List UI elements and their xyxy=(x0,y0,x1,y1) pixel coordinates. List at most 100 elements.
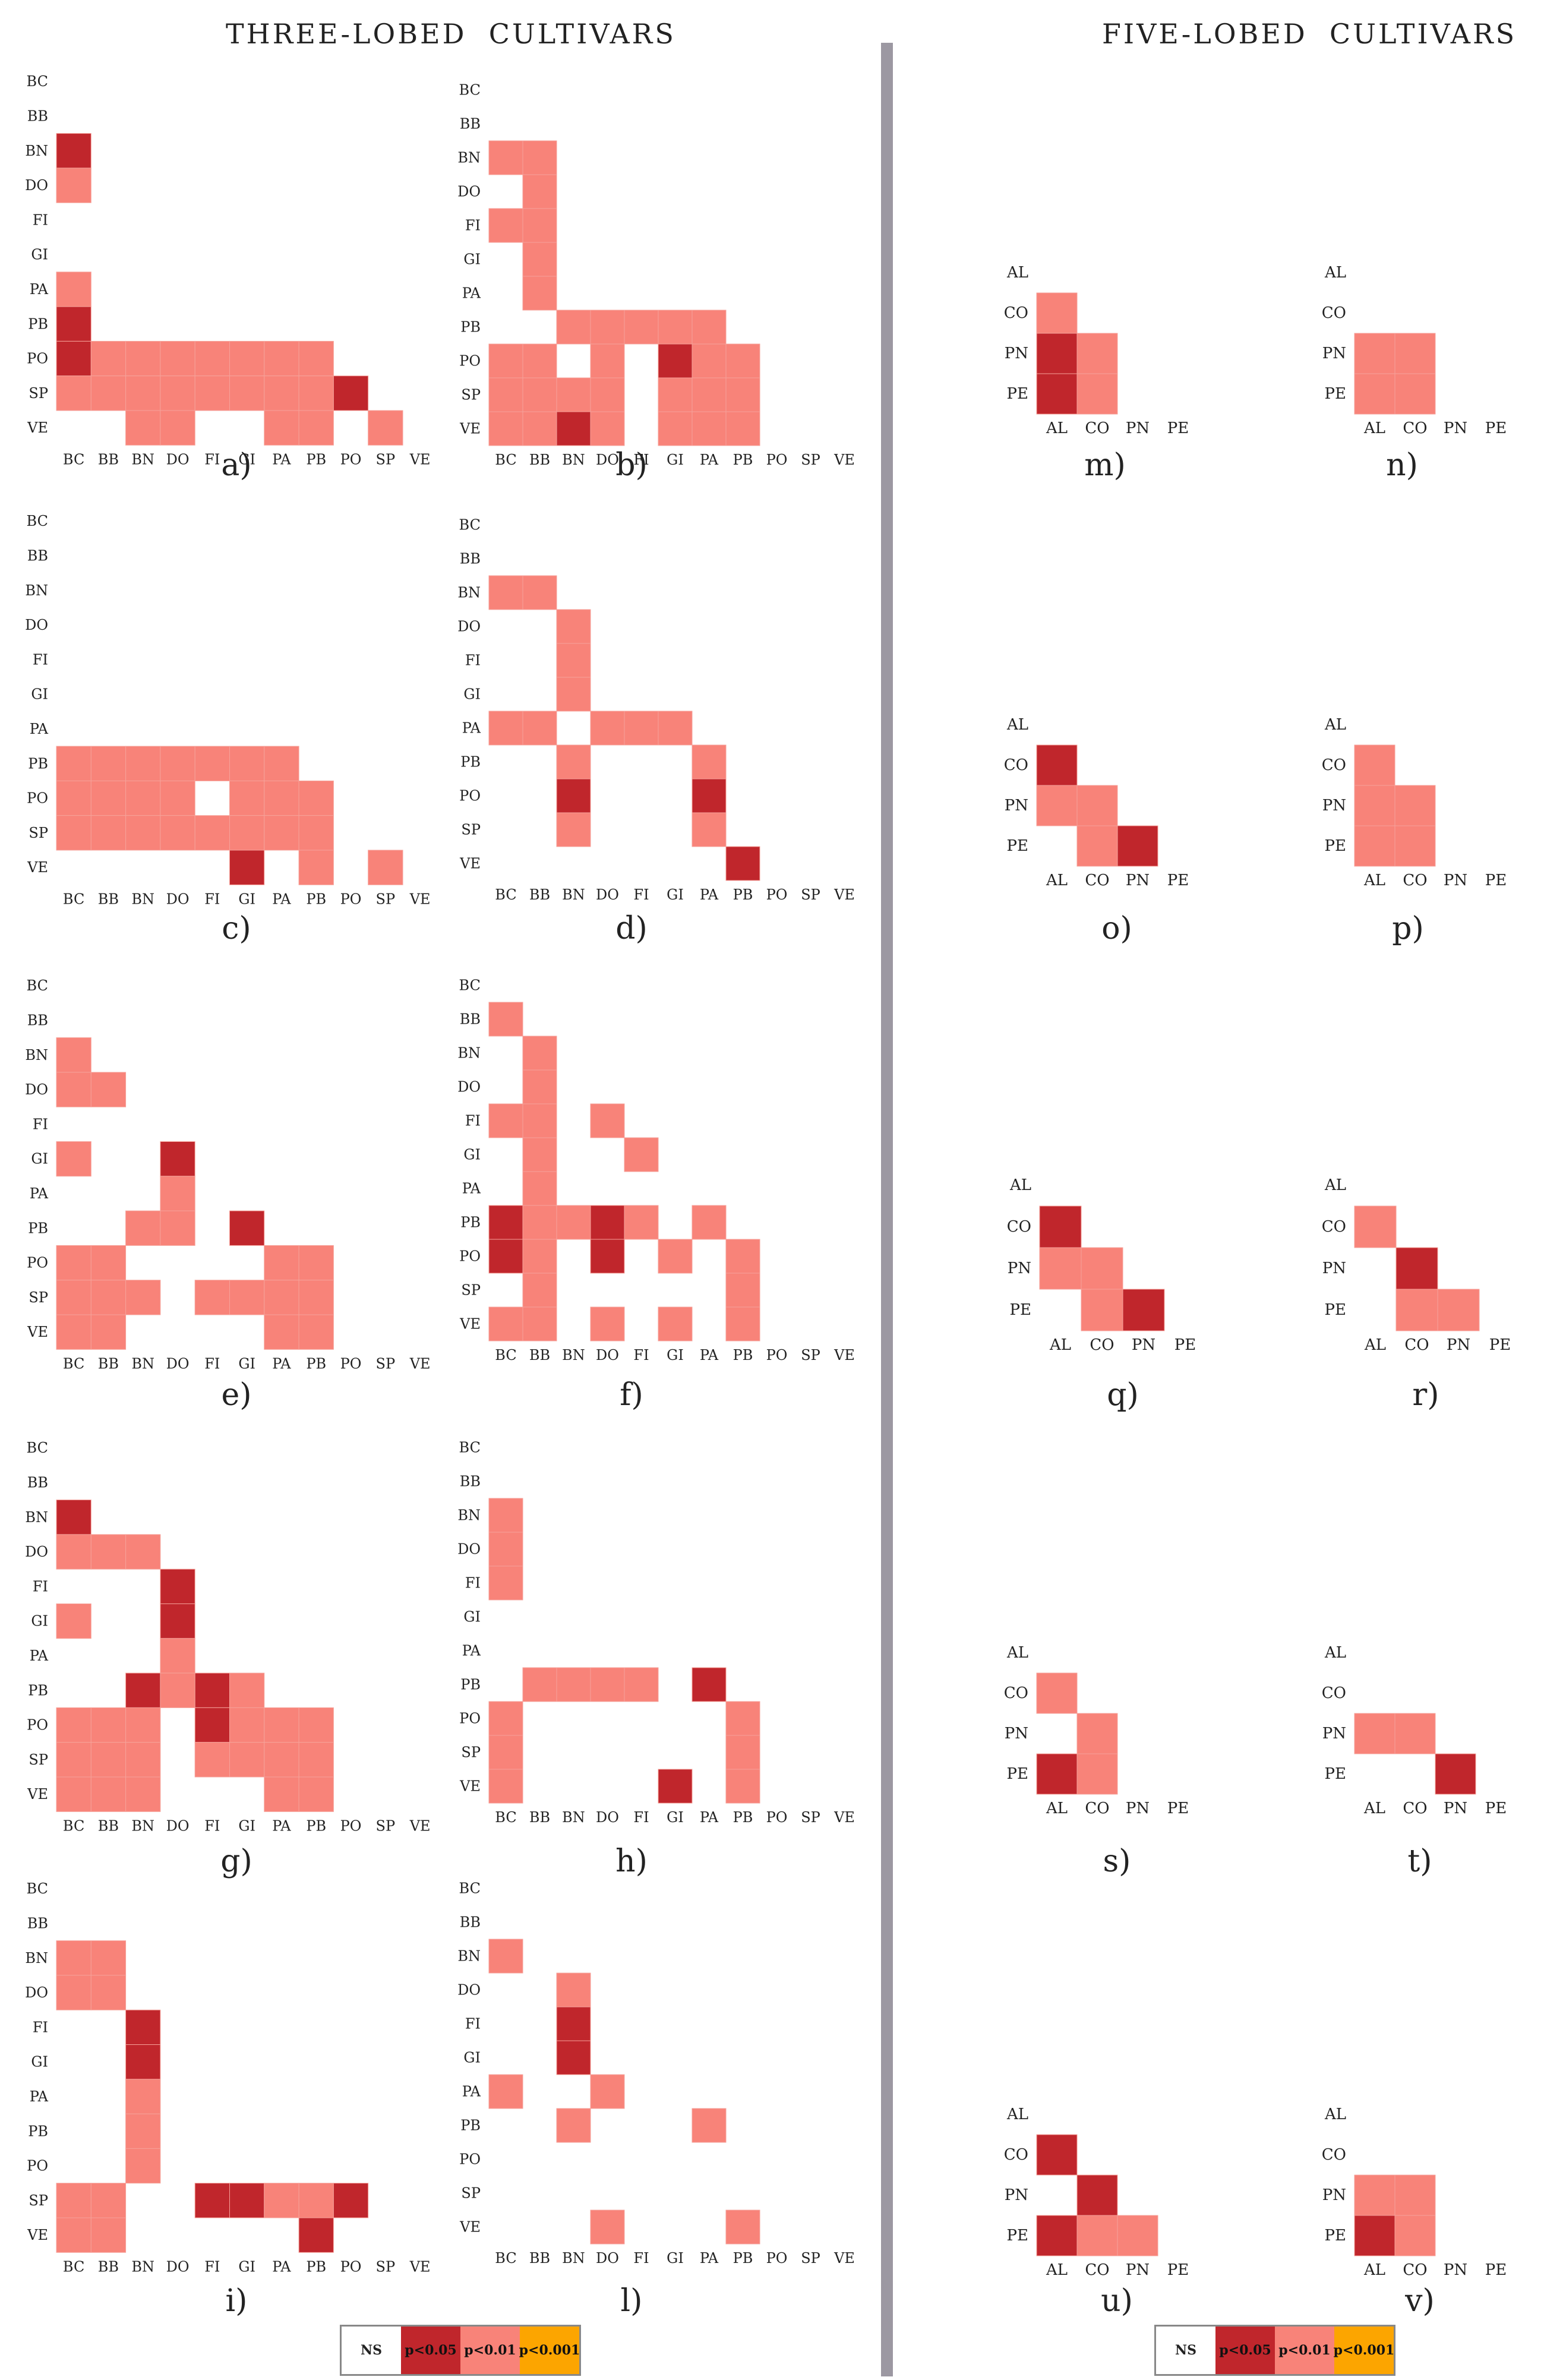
row-label-co: CO xyxy=(1004,304,1028,322)
col-label-bn: BN xyxy=(562,452,585,468)
legend-p01: p<0.01 xyxy=(1275,2327,1334,2374)
row-label-do: DO xyxy=(457,184,481,200)
cell-fi-bn xyxy=(556,643,591,678)
col-label-pb: PB xyxy=(306,1817,326,1834)
cell-ve-bn xyxy=(125,1776,161,1812)
cell-sp-fi xyxy=(194,375,231,411)
col-label-po: PO xyxy=(340,1817,362,1834)
col-label-pb: PB xyxy=(733,1347,753,1363)
row-label-sp: SP xyxy=(461,822,481,838)
cell-pb-pa xyxy=(692,310,727,345)
cell-ve-do xyxy=(160,410,195,446)
cell-do-bn xyxy=(556,1972,591,2007)
row-label-pe: PE xyxy=(1325,385,1346,403)
col-label-bb: BB xyxy=(529,886,550,903)
col-label-bn: BN xyxy=(131,2258,154,2275)
row-label-pa: PA xyxy=(30,721,49,737)
row-label-pb: PB xyxy=(460,754,481,771)
col-label-po: PO xyxy=(766,1809,788,1826)
cell-pe-al xyxy=(1036,373,1078,415)
cell-pb-bn xyxy=(556,310,591,345)
col-label-co: CO xyxy=(1403,419,1427,437)
cell-pe-co xyxy=(1394,373,1436,415)
caption-t: t) xyxy=(1407,1844,1432,1879)
cell-po-bb xyxy=(90,1707,127,1743)
row-label-do: DO xyxy=(25,617,48,633)
cell-sp-bn xyxy=(125,375,161,411)
row-label-pn: PN xyxy=(1005,2186,1028,2204)
row-label-po: PO xyxy=(459,2151,481,2168)
col-label-bc: BC xyxy=(495,2250,516,2267)
heatmap-s: AL CO PN PE AL CO PN PE s) xyxy=(1004,1644,1189,1879)
legend-p05: p<0.05 xyxy=(1215,2327,1275,2374)
col-label-al: AL xyxy=(1363,1800,1385,1817)
row-label-gi: GI xyxy=(463,1609,481,1625)
five-lobed-title: FIVE-LOBED CULTIVARS xyxy=(1102,18,1517,50)
row-label-bc: BC xyxy=(27,1880,48,1897)
cell-sp-pa xyxy=(264,2183,299,2218)
row-label-ve: VE xyxy=(459,1778,481,1795)
cell-bn-bb xyxy=(90,1940,127,1976)
row-label-pn: PN xyxy=(1322,1260,1346,1277)
col-label-do: DO xyxy=(596,452,619,468)
col-label-al: AL xyxy=(1046,2261,1068,2279)
cell-pn-al xyxy=(1036,785,1078,826)
cell-sp-gi xyxy=(229,1280,265,1315)
row-label-pn: PN xyxy=(1322,345,1346,362)
col-label-fi: FI xyxy=(204,891,220,907)
col-label-pn: PN xyxy=(1126,2261,1150,2279)
cell-pa-bn xyxy=(125,2079,161,2114)
col-label-po: PO xyxy=(340,1355,362,1372)
heatmap-l: BC BB BN DO FI GI PA PB PO SP VE BC BB BN DO FI GI PA PB PO… xyxy=(457,1880,855,2319)
row-label-pn: PN xyxy=(1322,1725,1346,1743)
cell-po-pa xyxy=(264,340,299,377)
col-label-bn: BN xyxy=(562,1347,585,1363)
cell-pb-gi xyxy=(229,1672,265,1708)
col-label-po: PO xyxy=(340,2258,362,2275)
row-label-co: CO xyxy=(1004,756,1028,774)
caption-v: v) xyxy=(1404,2283,1435,2319)
row-label-bc: BC xyxy=(459,82,481,99)
cell-pe-pn xyxy=(1117,825,1158,867)
col-label-bb: BB xyxy=(98,1355,119,1372)
row-label-gi: GI xyxy=(31,1613,48,1630)
cell-pe-co xyxy=(1395,1289,1438,1331)
row-label-pe: PE xyxy=(1325,1301,1346,1319)
col-label-pe: PE xyxy=(1167,1800,1189,1817)
row-label-bn: BN xyxy=(25,1950,48,1967)
row-label-bn: BN xyxy=(25,143,48,159)
col-label-co: CO xyxy=(1403,1800,1427,1817)
col-label-pn: PN xyxy=(1132,1336,1155,1354)
cell-po-pa xyxy=(264,1707,299,1743)
cell-pb-bn xyxy=(556,1667,591,1702)
cell-pn-co xyxy=(1076,333,1118,374)
cell-po-do xyxy=(160,780,195,816)
cell-pn-co xyxy=(1394,1713,1436,1754)
col-label-po: PO xyxy=(766,452,788,468)
cell-sp-bc xyxy=(56,815,91,851)
row-label-pa: PA xyxy=(462,720,481,737)
cell-sp-bb xyxy=(90,1280,127,1315)
cell-po-bn xyxy=(125,1707,161,1743)
cell-pa-gi xyxy=(658,711,693,746)
cell-pe-co xyxy=(1076,2215,1118,2256)
cell-co-al xyxy=(1036,292,1078,334)
row-label-sp: SP xyxy=(29,825,48,841)
cell-sp-pa xyxy=(692,812,727,847)
cell-pe-pn xyxy=(1435,1753,1476,1795)
cell-gi-do xyxy=(160,1603,195,1639)
cell-sp-bn xyxy=(125,1280,161,1315)
col-label-fi: FI xyxy=(633,1347,649,1363)
row-label-bb: BB xyxy=(460,1473,481,1490)
col-label-al: AL xyxy=(1046,872,1068,889)
heatmap-p: AL CO PN PE AL CO PN PE p) xyxy=(1322,716,1507,946)
cell-co-al xyxy=(1354,1205,1397,1248)
row-label-pe: PE xyxy=(1325,2227,1346,2245)
cell-sp-bb xyxy=(90,815,127,851)
cell-pa-bc xyxy=(488,2074,523,2109)
row-label-al: AL xyxy=(1324,1176,1346,1194)
cell-ve-bc xyxy=(56,2217,91,2253)
row-label-do: DO xyxy=(25,177,48,194)
row-label-pe: PE xyxy=(1007,837,1028,855)
cell-sp-gi xyxy=(229,2183,265,2218)
